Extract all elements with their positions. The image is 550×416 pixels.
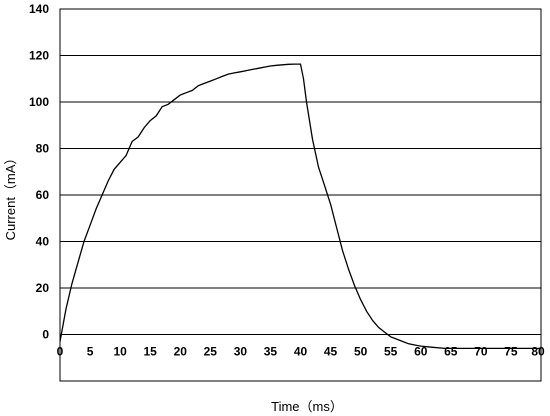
plot-area-frame [59, 8, 542, 382]
horizontal-gridlines [60, 8, 541, 335]
x-tick-label: 80 [531, 345, 545, 359]
y-tick-label: 40 [36, 235, 50, 249]
x-tick-label: 20 [174, 345, 188, 359]
x-tick-label: 40 [294, 345, 308, 359]
y-tick-label: 60 [36, 188, 50, 202]
x-tick-label: 50 [354, 345, 368, 359]
x-tick-label: 75 [504, 345, 518, 359]
x-tick-label: 0 [57, 345, 64, 359]
x-tick-label: 60 [414, 345, 428, 359]
x-axis-tick-labels: 0 5 10 15 20 25 30 35 40 45 50 55 60 65 70 75 80 [57, 345, 545, 359]
x-tick-label: 35 [264, 345, 278, 359]
x-axis-label: Time（ms） [271, 399, 343, 414]
y-tick-label: 0 [42, 328, 49, 342]
y-tick-label: 80 [36, 142, 50, 156]
x-tick-label: 15 [144, 345, 158, 359]
x-tick-label: 55 [384, 345, 398, 359]
y-tick-label: 100 [29, 95, 49, 109]
y-tick-label: 140 [29, 2, 49, 16]
y-axis-tick-labels: 0 20 40 60 80 100 120 140 [29, 2, 49, 342]
x-tick-label: 65 [444, 345, 458, 359]
y-tick-label: 120 [29, 49, 49, 63]
current-series-line [59, 63, 541, 350]
x-tick-label: 45 [324, 345, 338, 359]
y-axis-label: Current（mA） [3, 152, 18, 241]
x-tick-label: 30 [234, 345, 248, 359]
x-tick-label: 5 [87, 345, 94, 359]
x-tick-label: 70 [474, 345, 488, 359]
y-tick-label: 20 [36, 281, 50, 295]
x-tick-label: 25 [204, 345, 218, 359]
x-tick-label: 10 [113, 345, 127, 359]
